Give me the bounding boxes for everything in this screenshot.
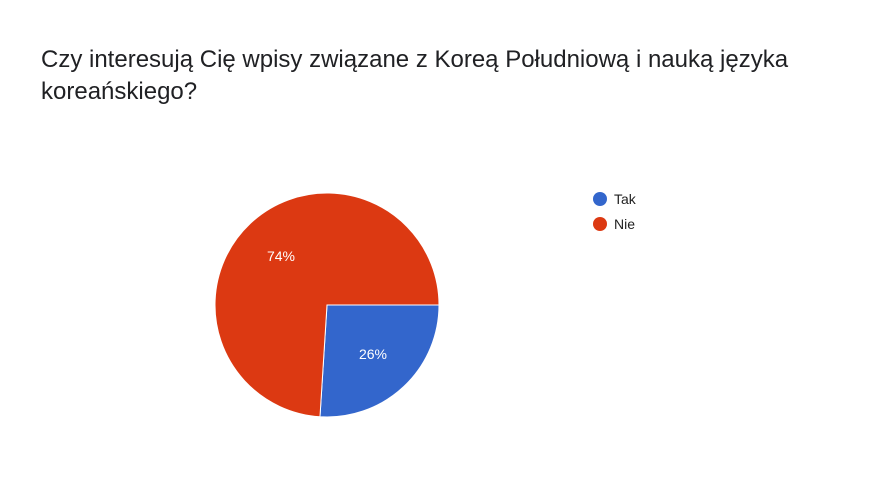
chart-title: Czy interesują Cię wpisy związane z Kore… — [41, 46, 789, 105]
slice-label: 74% — [267, 248, 295, 264]
legend-label[interactable]: Nie — [614, 216, 635, 232]
pie-slice-nie[interactable] — [214, 192, 440, 418]
pie-slice-tak[interactable] — [319, 304, 440, 418]
legend-label[interactable]: Tak — [614, 191, 637, 207]
slice-label: 26% — [359, 346, 387, 362]
legend-marker — [593, 192, 607, 206]
legend-marker — [593, 217, 607, 231]
